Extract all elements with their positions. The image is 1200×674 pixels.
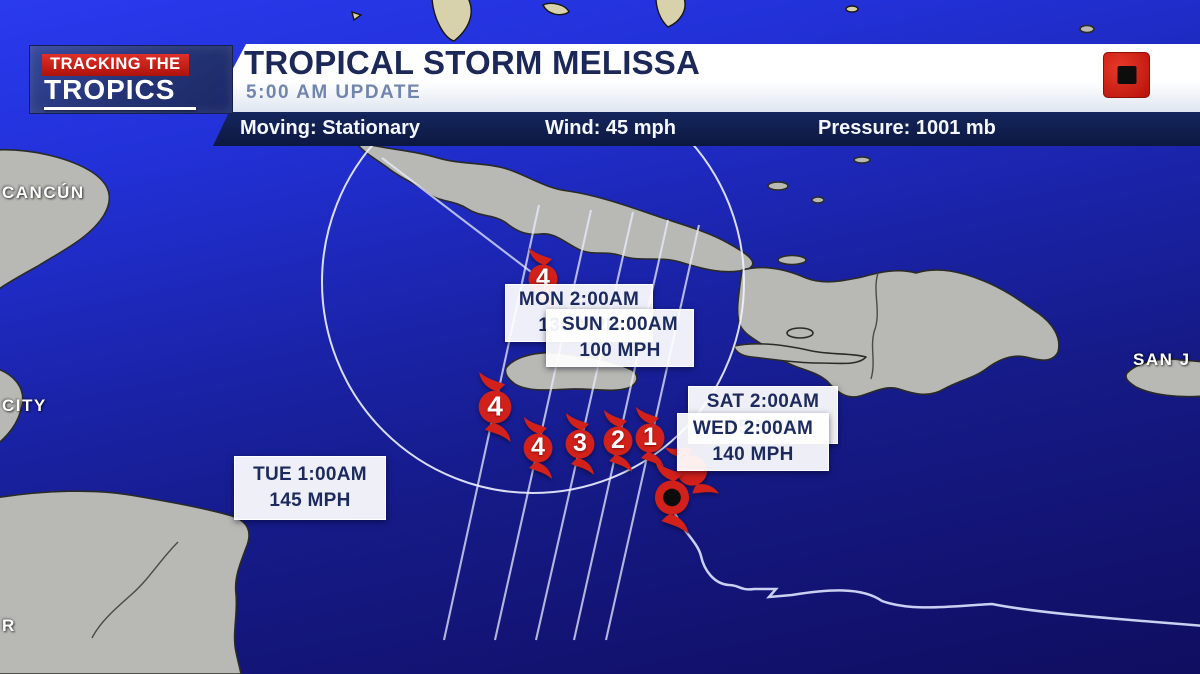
yucatan-landmass	[0, 148, 111, 290]
forecast-wind: 140 MPH	[712, 444, 794, 465]
small-island	[1079, 24, 1095, 34]
place-label-city: CITY	[2, 396, 47, 415]
puerto-rico-landmass	[1125, 358, 1200, 398]
small-island	[767, 181, 789, 191]
bahamas-island	[655, 0, 686, 28]
update-time-subtitle: 5:00 AM UPDATE	[246, 82, 422, 103]
past-track-line	[670, 504, 1200, 627]
stat-wind: Wind: 45 mph	[545, 112, 676, 146]
hispaniola-landmass	[736, 266, 1060, 398]
forecast-label-wed: WED 2:00AM 140 MPH	[677, 413, 829, 471]
stat-label: Wind:	[545, 117, 601, 139]
cuba-landmass	[355, 141, 754, 273]
category-number: 4	[531, 432, 545, 461]
tracking-the-tropics-logo: TRACKING THE TROPICS	[30, 46, 232, 113]
forecast-label-tue: TUE 1:00AM 145 MPH	[234, 456, 386, 520]
bahamas-island	[542, 2, 570, 16]
hurricane-icon-cat2: 2	[596, 410, 640, 472]
hurricane-icon-cat4: 4	[516, 417, 560, 479]
category-number: 2	[611, 425, 625, 454]
stop-square-inner	[1117, 66, 1136, 84]
haiti-south-peninsula	[733, 342, 867, 365]
forecast-time: MON 2:00AM	[518, 289, 640, 310]
stat-value: 1001 mb	[915, 117, 996, 139]
belize-coast	[0, 369, 24, 443]
logo-badge-bottom: TROPICS	[44, 74, 176, 105]
logo-underline	[44, 107, 196, 110]
place-label-san-juan: SAN J	[1133, 350, 1191, 369]
stat-pressure: Pressure: 1001 mb	[818, 112, 996, 146]
small-island	[853, 156, 871, 164]
forecast-label-sun: SUN 2:00AM 100 MPH	[546, 309, 694, 367]
stat-value: Stationary	[322, 117, 421, 139]
category-number: 3	[573, 428, 587, 457]
small-island	[811, 196, 825, 204]
place-label-cancun: CANCÚN	[2, 183, 85, 202]
stat-label: Moving:	[240, 117, 317, 139]
forecast-time: TUE 1:00AM	[253, 464, 367, 485]
tortuga-island	[777, 254, 807, 266]
place-label-partial-r: R	[2, 616, 16, 635]
forecast-time: WED 2:00AM	[692, 418, 814, 439]
honduras-nicaragua-border	[91, 541, 179, 639]
stat-label: Pressure:	[818, 117, 911, 139]
bahamas-island	[845, 5, 859, 13]
stat-value: 45 mph	[605, 117, 676, 139]
hurricane-icon-tue: 4	[470, 372, 520, 442]
gonave-island	[786, 327, 814, 339]
page-title: TROPICAL STORM MELISSA	[244, 44, 701, 81]
forecast-time: SAT 2:00AM	[706, 391, 820, 412]
current-storm-icon	[646, 461, 698, 534]
bahamas-island	[431, 0, 472, 42]
logo-badge-top: TRACKING THE	[42, 54, 189, 76]
title-bar: TROPICAL STORM MELISSA 5:00 AM UPDATE	[210, 44, 1200, 112]
stop-square-icon[interactable]	[1103, 52, 1150, 98]
forecast-wind: 100 MPH	[579, 340, 661, 361]
category-number: 4	[487, 390, 503, 422]
central-america-landmass	[0, 490, 250, 674]
haiti-dr-border	[870, 272, 879, 380]
category-number: 1	[643, 422, 657, 451]
bahamas-island	[351, 10, 363, 22]
forecast-wind: 145 MPH	[269, 490, 351, 511]
hurricane-icon-cat3: 3	[558, 413, 602, 475]
forecast-time: SUN 2:00AM	[562, 314, 678, 335]
storm-stats-bar: Moving: Stationary Wind: 45 mph Pressure…	[213, 112, 1200, 146]
stat-moving: Moving: Stationary	[240, 112, 420, 146]
